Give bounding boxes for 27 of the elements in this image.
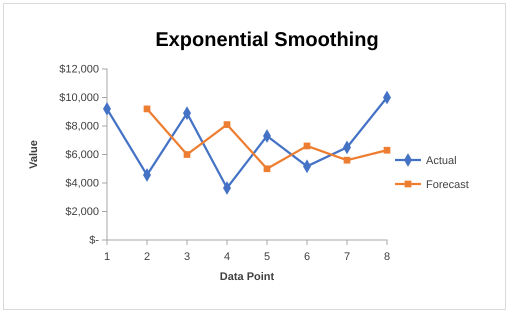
legend-label: Forecast [426,179,469,191]
point [304,142,310,150]
y-tick-label: $12,000 [59,64,99,76]
x-tick-label: 6 [304,251,310,264]
x-tick-label: 1 [104,251,110,264]
x-tick-label: 2 [144,251,150,264]
y-tick-label: $- [89,234,100,247]
x-tick-label: 7 [344,251,350,264]
x-tick-label: 3 [184,251,190,264]
y-axis-title: Value [28,140,40,169]
y-tick-label: $4,000 [65,178,99,190]
point [384,146,390,154]
y-tick-label: $10,000 [59,92,99,104]
x-tick-label: 5 [264,251,270,264]
y-tick-label: $8,000 [65,120,99,133]
x-tick-label: 8 [384,251,390,264]
chart-title: Exponential Smoothing [155,29,379,51]
point [184,151,190,158]
y-tick-label: $2,000 [65,206,99,218]
point [144,106,150,112]
point [224,121,230,128]
point [264,165,270,172]
x-axis-title: Data Point [220,271,275,283]
legend-label: Actual [426,155,457,167]
point [344,156,350,164]
x-tick-label: 4 [224,251,230,264]
y-tick-label: $6,000 [65,149,99,162]
